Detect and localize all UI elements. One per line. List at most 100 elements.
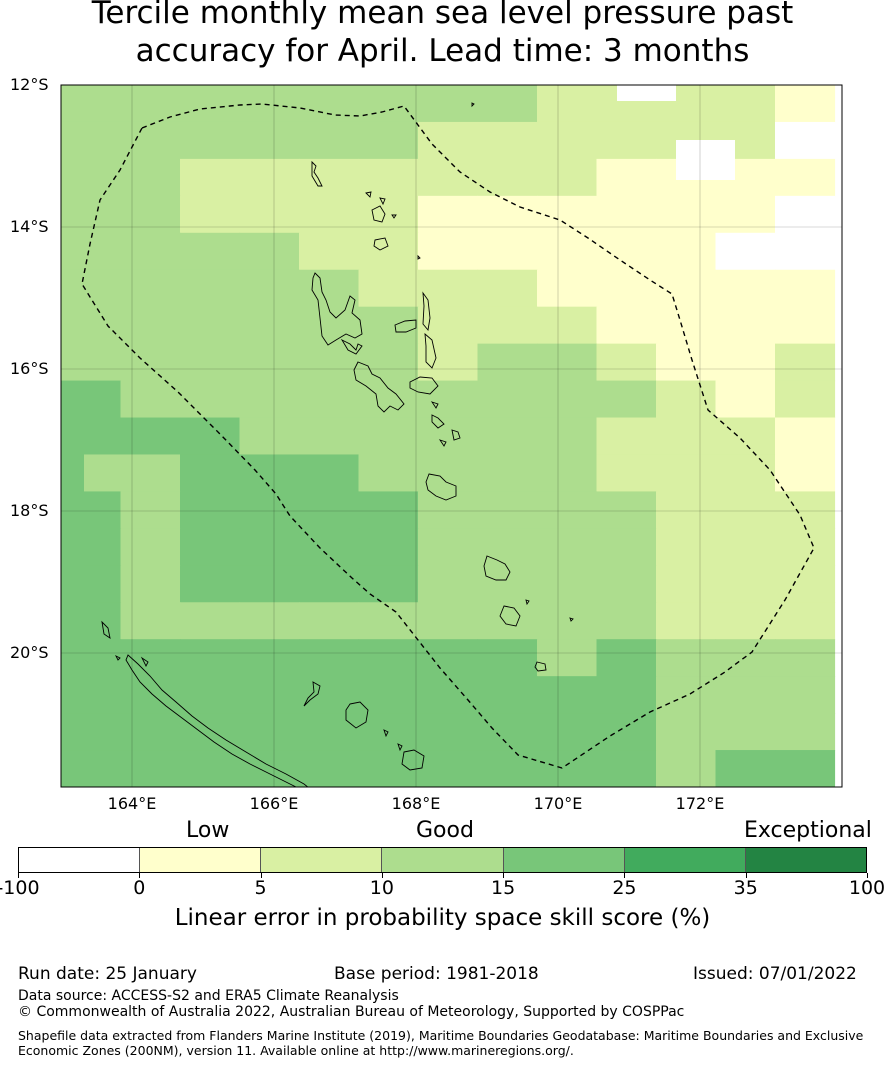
skill-cell <box>120 306 181 345</box>
skill-cell <box>596 343 657 382</box>
island-small-1 <box>365 191 372 198</box>
skill-cell <box>180 195 241 234</box>
skill-cell <box>180 713 241 751</box>
skill-cell <box>180 602 241 640</box>
skill-cell <box>299 491 360 529</box>
skill-cell <box>418 232 479 271</box>
skill-cell <box>239 417 300 456</box>
skill-cell <box>418 343 479 382</box>
skill-cell <box>239 343 300 382</box>
issued-date: Issued: 07/01/2022 <box>693 964 857 984</box>
skill-cell <box>775 380 836 419</box>
island-small-5 <box>340 338 363 355</box>
island-nc-small-3 <box>383 729 389 738</box>
skill-cell <box>299 417 360 456</box>
skill-cell <box>299 85 360 123</box>
skill-cell <box>477 565 538 603</box>
skill-cell <box>537 417 598 456</box>
island-small-2 <box>379 197 386 206</box>
skill-cell <box>239 676 300 714</box>
skill-cell <box>715 454 776 493</box>
lat-label-20s: 20°S <box>10 643 49 662</box>
skill-cell <box>358 380 419 419</box>
skill-cell <box>299 676 360 714</box>
colorbar-tick-mark <box>624 873 626 878</box>
skill-cell <box>715 417 776 456</box>
skill-cell <box>715 713 776 751</box>
skill-cell <box>477 195 538 234</box>
skill-cell <box>239 306 300 345</box>
skill-cell <box>299 158 360 197</box>
skill-cell <box>775 85 836 123</box>
skill-cell <box>358 343 419 382</box>
skill-cell <box>775 713 836 751</box>
skill-cell <box>239 491 300 529</box>
skill-cell <box>61 750 122 787</box>
skill-cell <box>120 269 181 308</box>
skill-cell <box>418 85 479 123</box>
skill-cell <box>656 639 717 677</box>
title-line-2: accuracy for April. Lead time: 3 months <box>135 33 750 69</box>
island-pentecost <box>424 332 437 369</box>
lon-label-168e: 168°E <box>391 794 441 813</box>
skill-cell <box>596 195 657 234</box>
skill-cell <box>120 158 181 197</box>
island-small-4 <box>417 254 421 260</box>
island-small-6 <box>451 429 461 441</box>
colorbar-tick-label: 10 <box>369 877 394 899</box>
skill-cell <box>418 565 479 603</box>
skill-cell <box>656 491 717 529</box>
skill-cell <box>715 491 776 529</box>
skill-cell <box>180 269 241 308</box>
island-ouvea <box>303 681 321 707</box>
skill-cell <box>537 676 598 714</box>
skill-cell <box>715 528 776 566</box>
category-low: Low <box>186 818 230 843</box>
skill-cell <box>537 565 598 603</box>
skill-cell <box>596 380 657 419</box>
skill-cell <box>358 602 419 640</box>
skill-cell <box>596 713 657 751</box>
skill-cell <box>358 491 419 529</box>
skill-cell <box>299 750 360 787</box>
skill-cell <box>180 565 241 603</box>
skill-cell <box>418 306 479 345</box>
map-frame <box>60 84 843 788</box>
skill-cell <box>656 713 717 751</box>
skill-cell <box>120 528 181 566</box>
colorbar-tick-mark <box>745 873 747 878</box>
skill-cell <box>537 454 598 493</box>
island-small-10 <box>569 617 574 622</box>
run-date: Run date: 25 January <box>18 964 197 984</box>
skill-cell <box>299 306 360 345</box>
skill-cell <box>358 269 419 308</box>
gridlines <box>61 85 842 787</box>
data-source: Data source: ACCESS-S2 and ERA5 Climate … <box>18 988 399 1004</box>
skill-cell <box>656 676 717 714</box>
chart-title: Tercile monthly mean sea level pressure … <box>0 0 885 70</box>
skill-cell <box>120 232 181 271</box>
skill-cell <box>61 306 122 345</box>
skill-cell <box>656 232 717 271</box>
skill-cell <box>676 140 735 180</box>
island-maewo <box>422 291 431 332</box>
skill-cell <box>537 639 598 677</box>
island-gaua <box>373 237 389 251</box>
skill-cell <box>596 417 657 456</box>
skill-cell <box>61 417 84 496</box>
skill-cell <box>120 639 181 677</box>
skill-cell <box>715 750 776 787</box>
skill-cell <box>239 85 300 123</box>
skill-cell <box>775 454 836 493</box>
skill-cell <box>596 232 657 271</box>
skill-cell <box>299 343 360 382</box>
colorbar-tick-mark <box>260 873 262 878</box>
skill-cell <box>596 491 657 529</box>
skill-cell <box>61 535 84 653</box>
island-epi <box>431 414 445 429</box>
skill-cell <box>477 121 538 160</box>
skill-cell <box>120 676 181 714</box>
island-ambrym <box>409 376 439 395</box>
skill-cell <box>596 121 657 160</box>
skill-cell <box>775 750 836 787</box>
